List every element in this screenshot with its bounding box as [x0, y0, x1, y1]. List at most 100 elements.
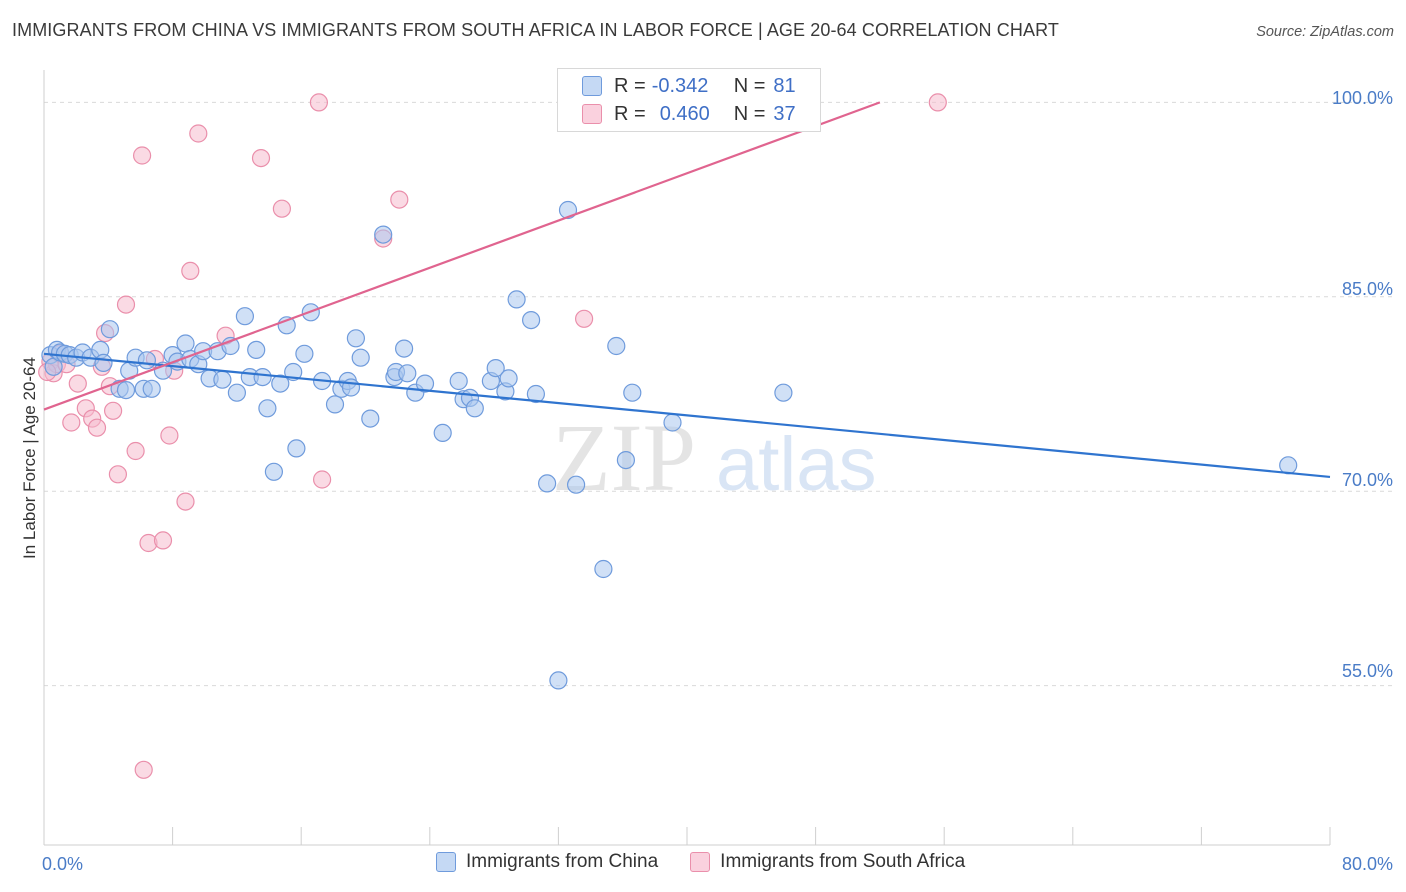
south-africa-point: [126, 441, 145, 461]
china-point: [398, 364, 417, 383]
south-africa-point: [272, 199, 291, 218]
china-point: [607, 336, 626, 356]
south-africa-point: [189, 124, 208, 143]
china-point: [346, 329, 365, 348]
chart-title: IMMIGRANTS FROM CHINA VS IMMIGRANTS FROM…: [12, 20, 1059, 40]
china-point: [176, 334, 195, 353]
china-point: [433, 423, 452, 442]
tick-labels: 100.0% 85.0% 70.0% 55.0% 0.0% 80.0% In L…: [20, 88, 1393, 874]
n-label: N =: [733, 74, 766, 97]
y-axis-title: In Labor Force | Age 20-64: [20, 357, 39, 559]
china-point: [142, 379, 161, 398]
r-label: R =: [614, 74, 646, 97]
china-point: [449, 371, 468, 391]
legend-south-africa-swatch: [690, 852, 711, 872]
series-legend: Immigrants from China Immigrants from So…: [436, 851, 997, 873]
legend-china-label: Immigrants from China: [466, 851, 659, 872]
south-africa-point: [62, 413, 81, 432]
china-point: [271, 374, 290, 393]
china-point: [258, 399, 277, 418]
china-point: [774, 383, 793, 402]
south-africa-swatch: [582, 104, 602, 124]
south-africa-point: [574, 309, 594, 328]
china-point: [137, 351, 156, 370]
china-point: [235, 307, 254, 326]
south-africa-point: [313, 470, 332, 489]
watermark: ZIP atlas: [552, 404, 877, 511]
r-value-south-africa: 0.460: [659, 102, 710, 125]
china-point: [566, 475, 586, 494]
south-africa-point: [176, 492, 195, 511]
china-point: [94, 353, 113, 372]
r-label: R =: [614, 102, 646, 125]
china-point: [100, 320, 120, 339]
stat-row-south-africa: R = 0.460 N = 37: [582, 101, 796, 127]
n-value-south-africa: 37: [773, 102, 796, 125]
china-swatch: [582, 76, 602, 96]
china-point: [227, 383, 246, 402]
x-tick-min: 0.0%: [42, 854, 83, 874]
china-point: [247, 340, 266, 359]
trend-lines: [43, 101, 1331, 479]
gridlines: [44, 101, 1394, 687]
china-point: [361, 409, 380, 428]
south-africa-point: [928, 93, 947, 112]
china-point: [264, 462, 283, 481]
china-point: [507, 290, 526, 309]
china-point: [558, 200, 578, 220]
china-point: [116, 381, 136, 400]
y-tick-85: 85.0%: [1342, 279, 1393, 299]
china-point: [295, 344, 314, 363]
y-tick-100: 100.0%: [1332, 88, 1393, 108]
china-point: [415, 374, 435, 393]
south-africa-point: [133, 146, 152, 165]
y-tick-55: 55.0%: [1342, 661, 1393, 681]
china-point: [537, 474, 557, 493]
stat-row-china: R = -0.342 N = 81: [582, 73, 796, 99]
south-africa-point: [108, 465, 128, 484]
china-point: [351, 348, 370, 367]
china-point: [521, 311, 541, 330]
china-point: [499, 369, 518, 388]
south-africa-point: [68, 374, 87, 393]
china-point: [395, 339, 414, 358]
south-africa-point: [251, 149, 271, 168]
south-africa-trend-line: [43, 101, 881, 411]
r-value-china: -0.342: [651, 74, 709, 97]
y-tick-70: 70.0%: [1342, 470, 1393, 490]
south-africa-point: [153, 531, 173, 550]
china-point: [623, 383, 642, 402]
china-point: [1279, 456, 1298, 475]
south-africa-point: [390, 190, 409, 209]
south-africa-point: [181, 261, 200, 280]
china-point: [616, 451, 636, 470]
correlation-legend: R = -0.342 N = 81 R = 0.460 N = 37: [557, 68, 821, 132]
south-africa-point: [87, 418, 107, 437]
china-point: [486, 359, 505, 378]
china-point: [663, 413, 682, 432]
n-label: N =: [733, 102, 766, 125]
legend-china-swatch: [436, 852, 456, 872]
source-label: Source: ZipAtlas.com: [1256, 24, 1394, 40]
n-value-china: 81: [773, 74, 796, 97]
south-africa-point: [116, 295, 136, 314]
south-africa-point: [134, 760, 153, 779]
south-africa-point: [103, 401, 123, 420]
legend-item-china: Immigrants from China: [436, 851, 658, 873]
china-point: [325, 395, 345, 414]
china-point: [594, 559, 613, 579]
china-point: [526, 384, 546, 404]
watermark-atlas: atlas: [716, 422, 877, 507]
axes: [43, 70, 1331, 846]
legend-item-south-africa: Immigrants from South Africa: [690, 851, 965, 873]
china-point: [213, 370, 232, 389]
x-tick-max: 80.0%: [1342, 854, 1393, 874]
china-point: [465, 399, 484, 418]
south-africa-point: [309, 93, 328, 112]
china-point: [374, 225, 393, 244]
china-trend-line: [43, 352, 1331, 479]
china-point: [287, 439, 306, 458]
legend-south-africa-label: Immigrants from South Africa: [720, 851, 966, 872]
china-point: [253, 368, 272, 387]
